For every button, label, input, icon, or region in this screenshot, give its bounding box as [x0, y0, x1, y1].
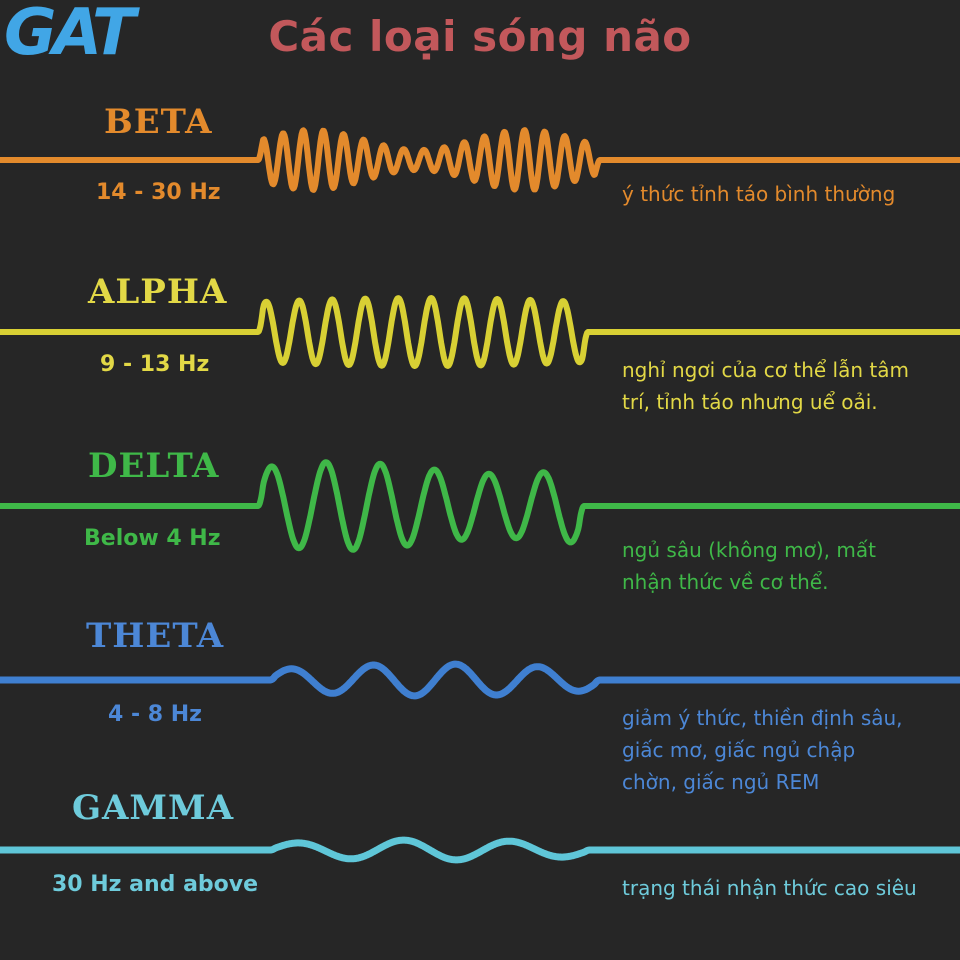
gamma-frequency: 30 Hz and above	[52, 872, 259, 897]
delta-label: DELTA	[88, 446, 220, 486]
description-line: chờn, giấc ngủ REM	[622, 770, 820, 794]
theta-label: THETA	[86, 616, 225, 656]
delta-wave-line	[0, 459, 960, 553]
theta-wave-line	[0, 660, 960, 700]
description-line: ý thức tỉnh táo bình thường	[622, 182, 896, 206]
theta-description: giảm ý thức, thiền định sâu, giấc mơ, gi…	[622, 702, 952, 798]
beta-label: BETA	[104, 102, 213, 142]
gamma-wave-line	[0, 836, 960, 864]
alpha-label: ALPHA	[88, 272, 228, 312]
description-line: nghỉ ngơi của cơ thể lẫn tâm	[622, 358, 909, 382]
page-title: Các loại sóng não	[268, 12, 692, 61]
description-line: giấc mơ, giấc ngủ chập	[622, 738, 856, 762]
gamma-description: trạng thái nhận thức cao siêu	[622, 872, 952, 904]
theta-frequency: 4 - 8 Hz	[108, 702, 202, 727]
gamma-label: GAMMA	[72, 788, 235, 828]
alpha-description: nghỉ ngơi của cơ thể lẫn tâm trí, tỉnh t…	[622, 354, 952, 418]
delta-description: ngủ sâu (không mơ), mất nhận thức về cơ …	[622, 534, 952, 598]
description-line: nhận thức về cơ thể.	[622, 570, 829, 594]
beta-description: ý thức tỉnh táo bình thường	[622, 178, 952, 210]
alpha-wave-line	[0, 295, 960, 369]
description-line: trí, tỉnh táo nhưng uể oải.	[622, 390, 878, 414]
beta-frequency: 14 - 30 Hz	[96, 180, 221, 205]
alpha-frequency: 9 - 13 Hz	[100, 352, 210, 377]
description-line: ngủ sâu (không mơ), mất	[622, 538, 876, 562]
beta-wave-line	[0, 127, 960, 193]
gat-logo: GAT	[4, 0, 136, 70]
description-line: trạng thái nhận thức cao siêu	[622, 876, 917, 900]
description-line: giảm ý thức, thiền định sâu,	[622, 706, 903, 730]
delta-frequency: Below 4 Hz	[84, 526, 221, 551]
